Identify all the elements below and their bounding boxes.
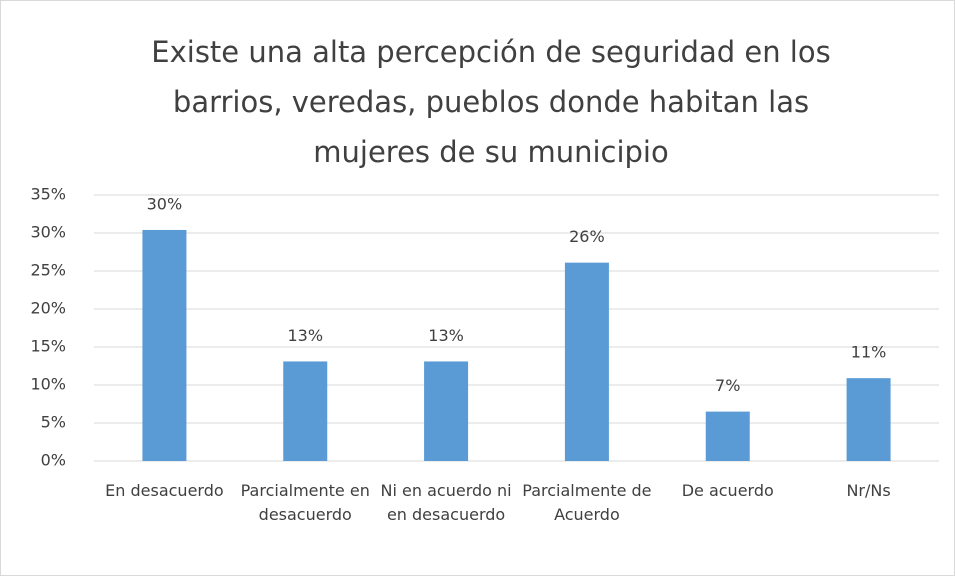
data-label: 7%	[715, 376, 740, 395]
x-tick-label: Nr/Ns	[846, 481, 891, 500]
bar	[142, 229, 187, 461]
x-tick-label: Parcialmente de Acuerdo	[522, 481, 652, 524]
data-label: 26%	[569, 227, 605, 246]
y-tick-label: 25%	[30, 261, 66, 280]
bar	[705, 411, 750, 461]
bar	[846, 378, 891, 461]
data-label: 11%	[851, 343, 887, 362]
y-tick-label: 15%	[30, 337, 66, 356]
x-tick-label: De acuerdo	[681, 481, 774, 500]
data-label: 13%	[428, 326, 464, 345]
y-tick-label: 0%	[41, 451, 66, 470]
data-label: 13%	[287, 326, 323, 345]
chart-title: Existe una alta percepción de seguridad …	[151, 35, 831, 169]
x-tick-label: Parcialmente en desacuerdo	[240, 481, 370, 524]
y-tick-label: 20%	[30, 299, 66, 318]
x-tick-label: Ni en acuerdo ni en desacuerdo	[380, 481, 512, 524]
bar	[424, 361, 469, 461]
bar	[283, 361, 328, 461]
x-tick-label: En desacuerdo	[105, 481, 224, 500]
y-tick-label: 35%	[30, 185, 66, 204]
y-tick-label: 10%	[30, 375, 66, 394]
y-tick-label: 5%	[41, 413, 66, 432]
y-tick-label: 30%	[30, 223, 66, 242]
bar	[564, 262, 609, 461]
data-label: 30%	[147, 194, 183, 213]
